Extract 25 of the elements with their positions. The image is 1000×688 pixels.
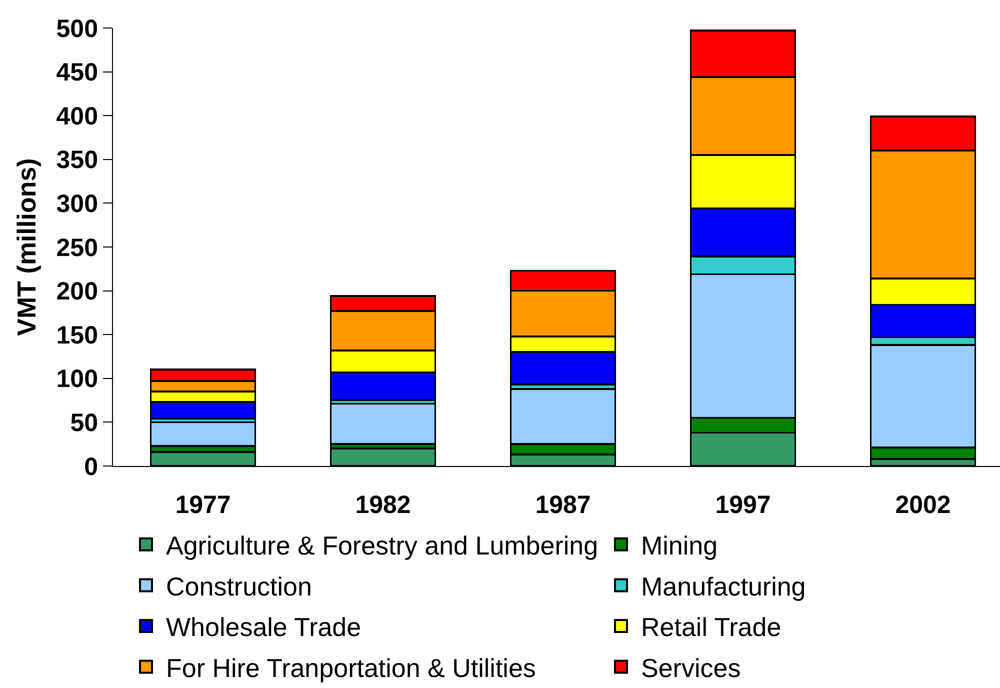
x-tick-label: 1982 [355, 491, 411, 519]
y-tick-label: 500 [56, 14, 98, 43]
legend-label: Construction [166, 571, 312, 602]
y-tick-label: 50 [70, 408, 98, 437]
y-tick-label: 200 [56, 278, 98, 306]
y-tick-label: 150 [56, 321, 98, 350]
legend-label: Wholesale Trade [166, 612, 362, 642]
x-tick-label: 1997 [715, 491, 771, 519]
y-tick-label: 100 [56, 365, 98, 394]
x-tick-label: 1977 [175, 491, 231, 519]
y-tick-label: 0 [84, 452, 98, 481]
y-tick-label: 350 [56, 146, 98, 174]
y-tick-label: 450 [56, 58, 98, 87]
y-tick-label: 250 [56, 234, 98, 262]
x-tick-label: 1987 [535, 491, 591, 519]
y-tick-label: 400 [56, 102, 98, 130]
legend-label: For Hire Tranportation & Utilities [166, 652, 536, 683]
legend-label: Retail Trade [641, 612, 782, 642]
legend-label: Mining [641, 530, 718, 561]
x-tick-label: 2002 [895, 491, 951, 519]
y-axis-title: VMT (millions) [12, 158, 42, 336]
legend-label: Manufacturing [641, 571, 806, 602]
legend-label: Services [641, 652, 741, 683]
y-tick-label: 300 [56, 190, 98, 218]
legend-label: Agriculture & Forestry and Lumbering [166, 530, 598, 561]
